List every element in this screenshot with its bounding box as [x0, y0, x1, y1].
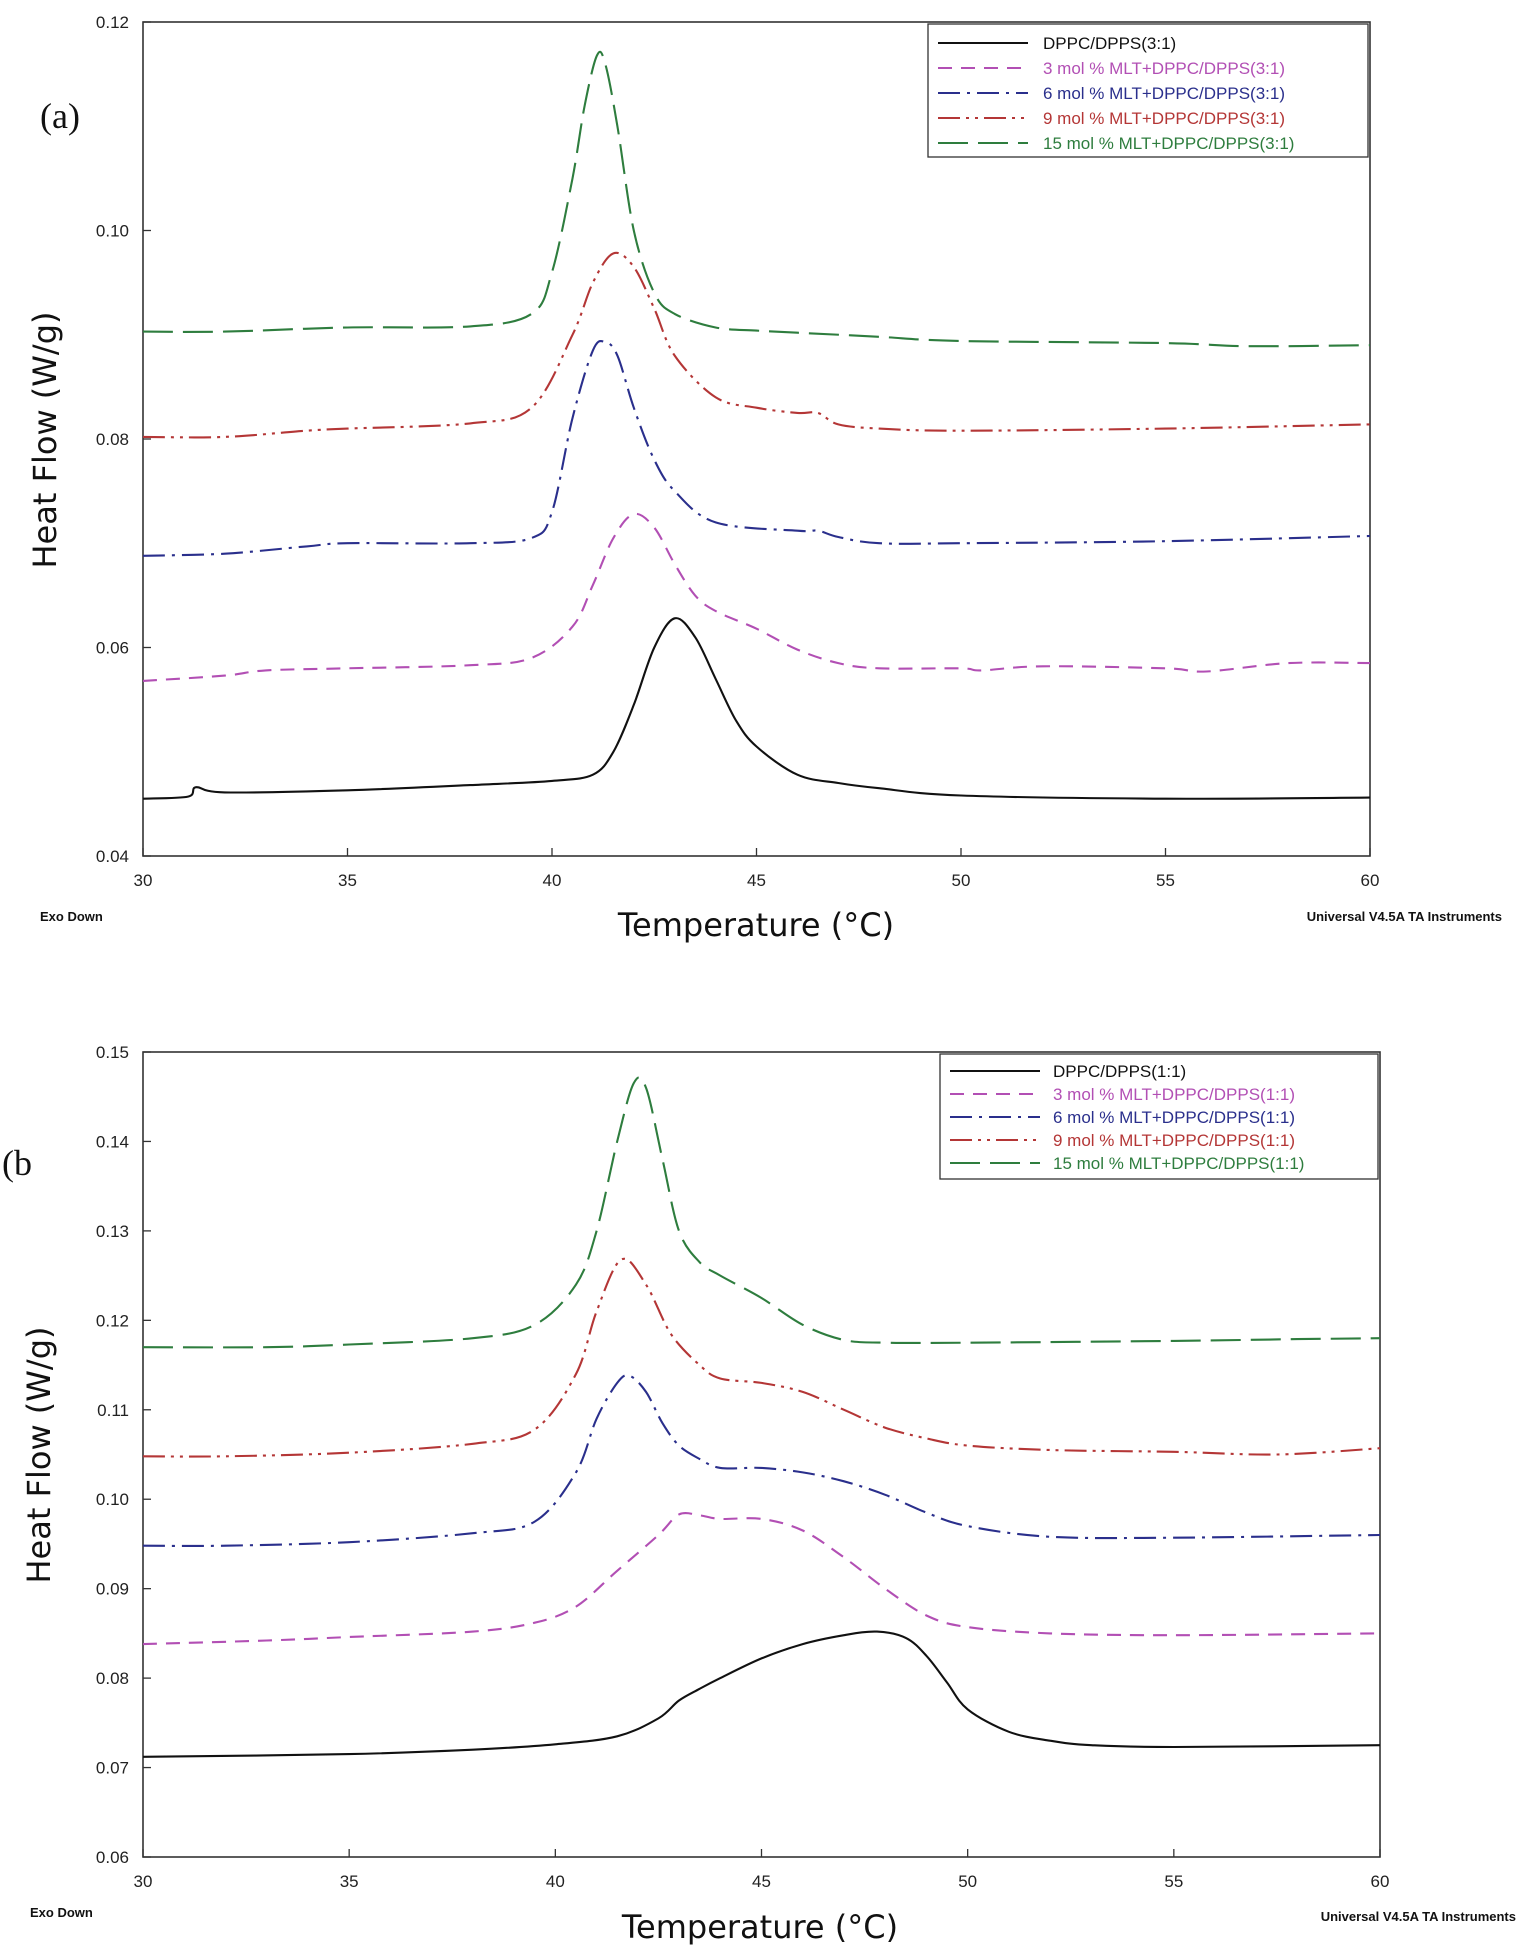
panel-a-footer-right: Universal V4.5A TA Instruments [1307, 909, 1502, 924]
y-tick-label: 0.06 [96, 1848, 129, 1867]
series-line-2 [142, 512, 1371, 682]
x-tick-label: 50 [952, 871, 971, 890]
legend-label: 15 mol % MLT+DPPC/DPPS(3:1) [1043, 134, 1294, 153]
legend-label: DPPC/DPPS(3:1) [1043, 34, 1176, 53]
y-tick-label: 0.08 [96, 430, 129, 449]
panel-b-legend: DPPC/DPPS(1:1) 3 mol % MLT+DPPC/DPPS(1:1)… [939, 1053, 1379, 1180]
panel-b-footer-right: Universal V4.5A TA Instruments [1321, 1909, 1516, 1924]
x-tick-label: 55 [1164, 1872, 1183, 1891]
y-tick-label: 0.08 [96, 1669, 129, 1688]
y-tick-label: 0.04 [96, 847, 129, 866]
panel-a-series [142, 50, 1371, 800]
legend-label: 3 mol % MLT+DPPC/DPPS(1:1) [1053, 1085, 1295, 1104]
y-tick-label: 0.06 [96, 639, 129, 658]
panel-a: 30 35 40 45 50 55 60 0.04 0.06 0.08 0.10 0.12 (a) H… [26, 13, 1502, 944]
y-tick-label: 0.11 [97, 1401, 129, 1420]
legend-label: DPPC/DPPS(1:1) [1053, 1062, 1186, 1081]
x-tick-label: 40 [546, 1872, 565, 1891]
series-line-5 [142, 1076, 1381, 1349]
panel-b-footer-left: Exo Down [30, 1905, 93, 1920]
series-line-4 [142, 1257, 1381, 1458]
x-tick-label: 30 [134, 871, 153, 890]
x-tick-label: 55 [1156, 871, 1175, 890]
y-tick-label: 0.09 [96, 1580, 129, 1599]
y-tick-label: 0.12 [96, 13, 129, 32]
legend-label: 9 mol % MLT+DPPC/DPPS(1:1) [1053, 1131, 1295, 1150]
series-line-2 [142, 1512, 1381, 1646]
y-tick-label: 0.10 [96, 222, 129, 241]
x-tick-label: 30 [134, 1872, 153, 1891]
panel-b-xlabel: Temperature (°C) [621, 1908, 898, 1946]
x-tick-label: 35 [340, 1872, 359, 1891]
legend-label: 6 mol % MLT+DPPC/DPPS(1:1) [1053, 1108, 1295, 1127]
panel-a-legend: DPPC/DPPS(3:1) 3 mol % MLT+DPPC/DPPS(3:1)… [927, 23, 1369, 158]
x-tick-label: 40 [543, 871, 562, 890]
legend-label: 15 mol % MLT+DPPC/DPPS(1:1) [1053, 1154, 1304, 1173]
series-line-1 [142, 1630, 1381, 1758]
series-line-4 [142, 251, 1371, 439]
y-tick-label: 0.12 [96, 1311, 129, 1330]
x-tick-label: 60 [1371, 1872, 1390, 1891]
y-tick-label: 0.14 [96, 1132, 129, 1151]
panel-a-xlabel: Temperature (°C) [617, 906, 894, 944]
legend-label: 3 mol % MLT+DPPC/DPPS(3:1) [1043, 59, 1285, 78]
x-tick-label: 35 [338, 871, 357, 890]
series-line-1 [142, 617, 1371, 800]
y-tick-label: 0.10 [96, 1490, 129, 1509]
panel-b: 30 35 40 45 50 55 60 0.06 0.07 0.08 0.09 0.10 0.11 0.… [2, 1043, 1516, 1946]
x-tick-label: 45 [752, 1872, 771, 1891]
panel-b-legend-box [939, 1053, 1379, 1180]
panel-b-series [142, 1076, 1381, 1758]
panel-b-legend-entries: DPPC/DPPS(1:1) 3 mol % MLT+DPPC/DPPS(1:1)… [950, 1062, 1304, 1173]
panel-b-label: (b [2, 1143, 32, 1183]
y-tick-label: 0.07 [96, 1759, 129, 1778]
legend-label: 9 mol % MLT+DPPC/DPPS(3:1) [1043, 109, 1285, 128]
series-line-5 [142, 50, 1371, 348]
panel-a-footer-left: Exo Down [40, 909, 103, 924]
panel-a-legend-box [927, 23, 1369, 158]
series-line-3 [142, 339, 1371, 557]
panel-a-ticks: 30 35 40 45 50 55 60 0.04 0.06 0.08 0.10 0.12 [96, 13, 1380, 890]
y-tick-label: 0.13 [96, 1222, 129, 1241]
panel-b-ylabel: Heat Flow (W/g) [20, 1327, 58, 1584]
x-tick-label: 45 [747, 871, 766, 890]
panel-a-label: (a) [40, 96, 80, 136]
x-tick-label: 50 [958, 1872, 977, 1891]
panel-b-ticks: 30 35 40 45 50 55 60 0.06 0.07 0.08 0.09 0.10 0.11 0.… [96, 1043, 1390, 1891]
legend-label: 6 mol % MLT+DPPC/DPPS(3:1) [1043, 84, 1285, 103]
x-tick-label: 60 [1361, 871, 1380, 890]
panel-a-legend-entries: DPPC/DPPS(3:1) 3 mol % MLT+DPPC/DPPS(3:1)… [938, 34, 1294, 153]
panel-a-ylabel: Heat Flow (W/g) [26, 312, 64, 569]
series-line-3 [142, 1374, 1381, 1548]
y-tick-label: 0.15 [96, 1043, 129, 1062]
